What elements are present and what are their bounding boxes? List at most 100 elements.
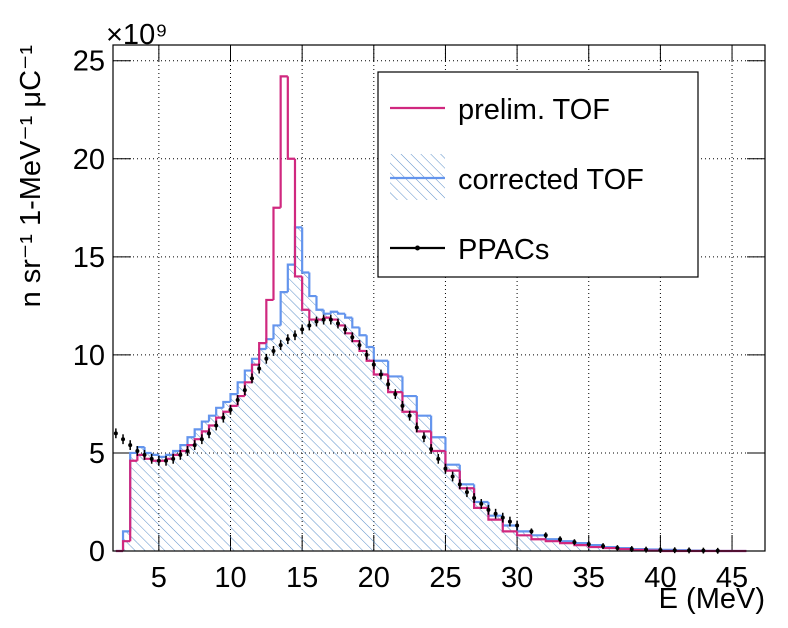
bin-fill: [137, 447, 145, 551]
bin-fill: [237, 382, 245, 551]
bin-step: [358, 327, 367, 337]
data-point: [121, 437, 126, 442]
bin-step: [200, 420, 210, 430]
data-point: [292, 333, 297, 338]
bin-step: [365, 335, 374, 349]
data-point: [307, 323, 312, 328]
y-axis-label: n sr⁻¹ 1-MeV⁻¹ μC⁻¹: [15, 45, 47, 308]
data-point: [164, 458, 169, 463]
data-point: [386, 382, 391, 387]
bin-fill: [223, 401, 231, 551]
data-point: [450, 474, 455, 479]
y-tick-label: 20: [73, 144, 105, 176]
data-point: [149, 456, 154, 461]
bin-step: [279, 291, 288, 326]
bin-step: [351, 317, 360, 329]
data-point: [457, 482, 462, 487]
bin-step: [616, 547, 632, 551]
data-point: [285, 337, 290, 342]
bin-step: [336, 311, 346, 315]
data-point: [128, 443, 133, 448]
data-point: [142, 452, 147, 457]
bin-fill: [287, 264, 295, 551]
bin-fill: [337, 313, 346, 551]
bin-fill: [366, 347, 374, 551]
bin-step: [344, 313, 353, 319]
bin-step: [293, 158, 303, 278]
bin-step: [272, 324, 281, 340]
bin-fill: [216, 407, 224, 551]
x-tick-label: 25: [429, 562, 461, 594]
x-axis-label: E (MeV): [659, 583, 765, 615]
bin-step: [301, 227, 310, 274]
bin-fill: [502, 525, 518, 551]
data-point: [314, 319, 319, 324]
bin-step: [207, 414, 217, 422]
data-point: [601, 544, 606, 549]
bin-step: [601, 546, 618, 550]
data-point: [357, 343, 362, 348]
y-tick-label: 25: [73, 46, 105, 78]
data-point: [135, 448, 140, 453]
plot-frame: [112, 44, 766, 552]
bin-step: [630, 548, 647, 552]
data-point: [429, 447, 434, 452]
y-tick-label: 10: [73, 340, 105, 372]
data-point: [257, 366, 262, 371]
bin-step: [121, 540, 131, 551]
data-point: [479, 501, 484, 506]
bin-fill: [309, 296, 317, 551]
legend-marker: [415, 245, 420, 251]
bin-step: [243, 369, 252, 383]
data-point: [249, 376, 254, 381]
legend: prelim. TOF corrected TOF PPACs: [377, 71, 699, 278]
bin-step: [630, 547, 647, 551]
data-point: [221, 415, 226, 420]
data-point: [171, 456, 176, 461]
data-point: [214, 423, 219, 428]
data-point: [486, 507, 491, 512]
bin-step: [186, 436, 195, 446]
data-point: [472, 496, 477, 501]
bin-fill: [316, 309, 324, 551]
bin-step: [329, 310, 338, 314]
bin-fill: [323, 313, 331, 551]
data-point: [235, 397, 240, 402]
bin-step: [258, 342, 267, 365]
x-tick-label: 10: [214, 562, 246, 594]
bin-step: [286, 76, 295, 160]
bin-fill: [402, 396, 417, 551]
bin-fill: [574, 543, 589, 551]
bin-fill: [488, 515, 503, 551]
data-point: [300, 327, 305, 332]
bin-fill: [345, 317, 353, 551]
data-point: [493, 511, 498, 516]
bin-step: [215, 406, 224, 416]
y-tick-label: 15: [73, 242, 105, 274]
data-point: [242, 388, 247, 393]
data-point: [464, 490, 469, 495]
data-point: [278, 343, 283, 348]
bin-fill: [545, 539, 561, 551]
bin-step: [286, 263, 295, 293]
bin-fill: [230, 394, 238, 551]
bin-fill: [266, 339, 274, 551]
bin-step: [222, 400, 231, 408]
bin-fill: [201, 421, 210, 551]
data-point: [343, 327, 348, 332]
bin-step: [229, 393, 238, 402]
bin-step: [515, 531, 532, 537]
y-tick-label: 0: [89, 536, 105, 568]
bin-fill: [280, 292, 288, 551]
bin-fill: [273, 325, 281, 551]
x-tick-label: 45: [716, 562, 748, 594]
bin-step: [193, 428, 202, 438]
x-tick-label: 15: [286, 562, 318, 594]
data-point: [529, 529, 534, 534]
data-point: [113, 431, 118, 436]
x-tick-label: 40: [644, 562, 676, 594]
bin-fill: [459, 484, 475, 551]
x-tick-label: 30: [501, 562, 533, 594]
data-point: [407, 413, 412, 418]
bin-step: [616, 546, 632, 550]
